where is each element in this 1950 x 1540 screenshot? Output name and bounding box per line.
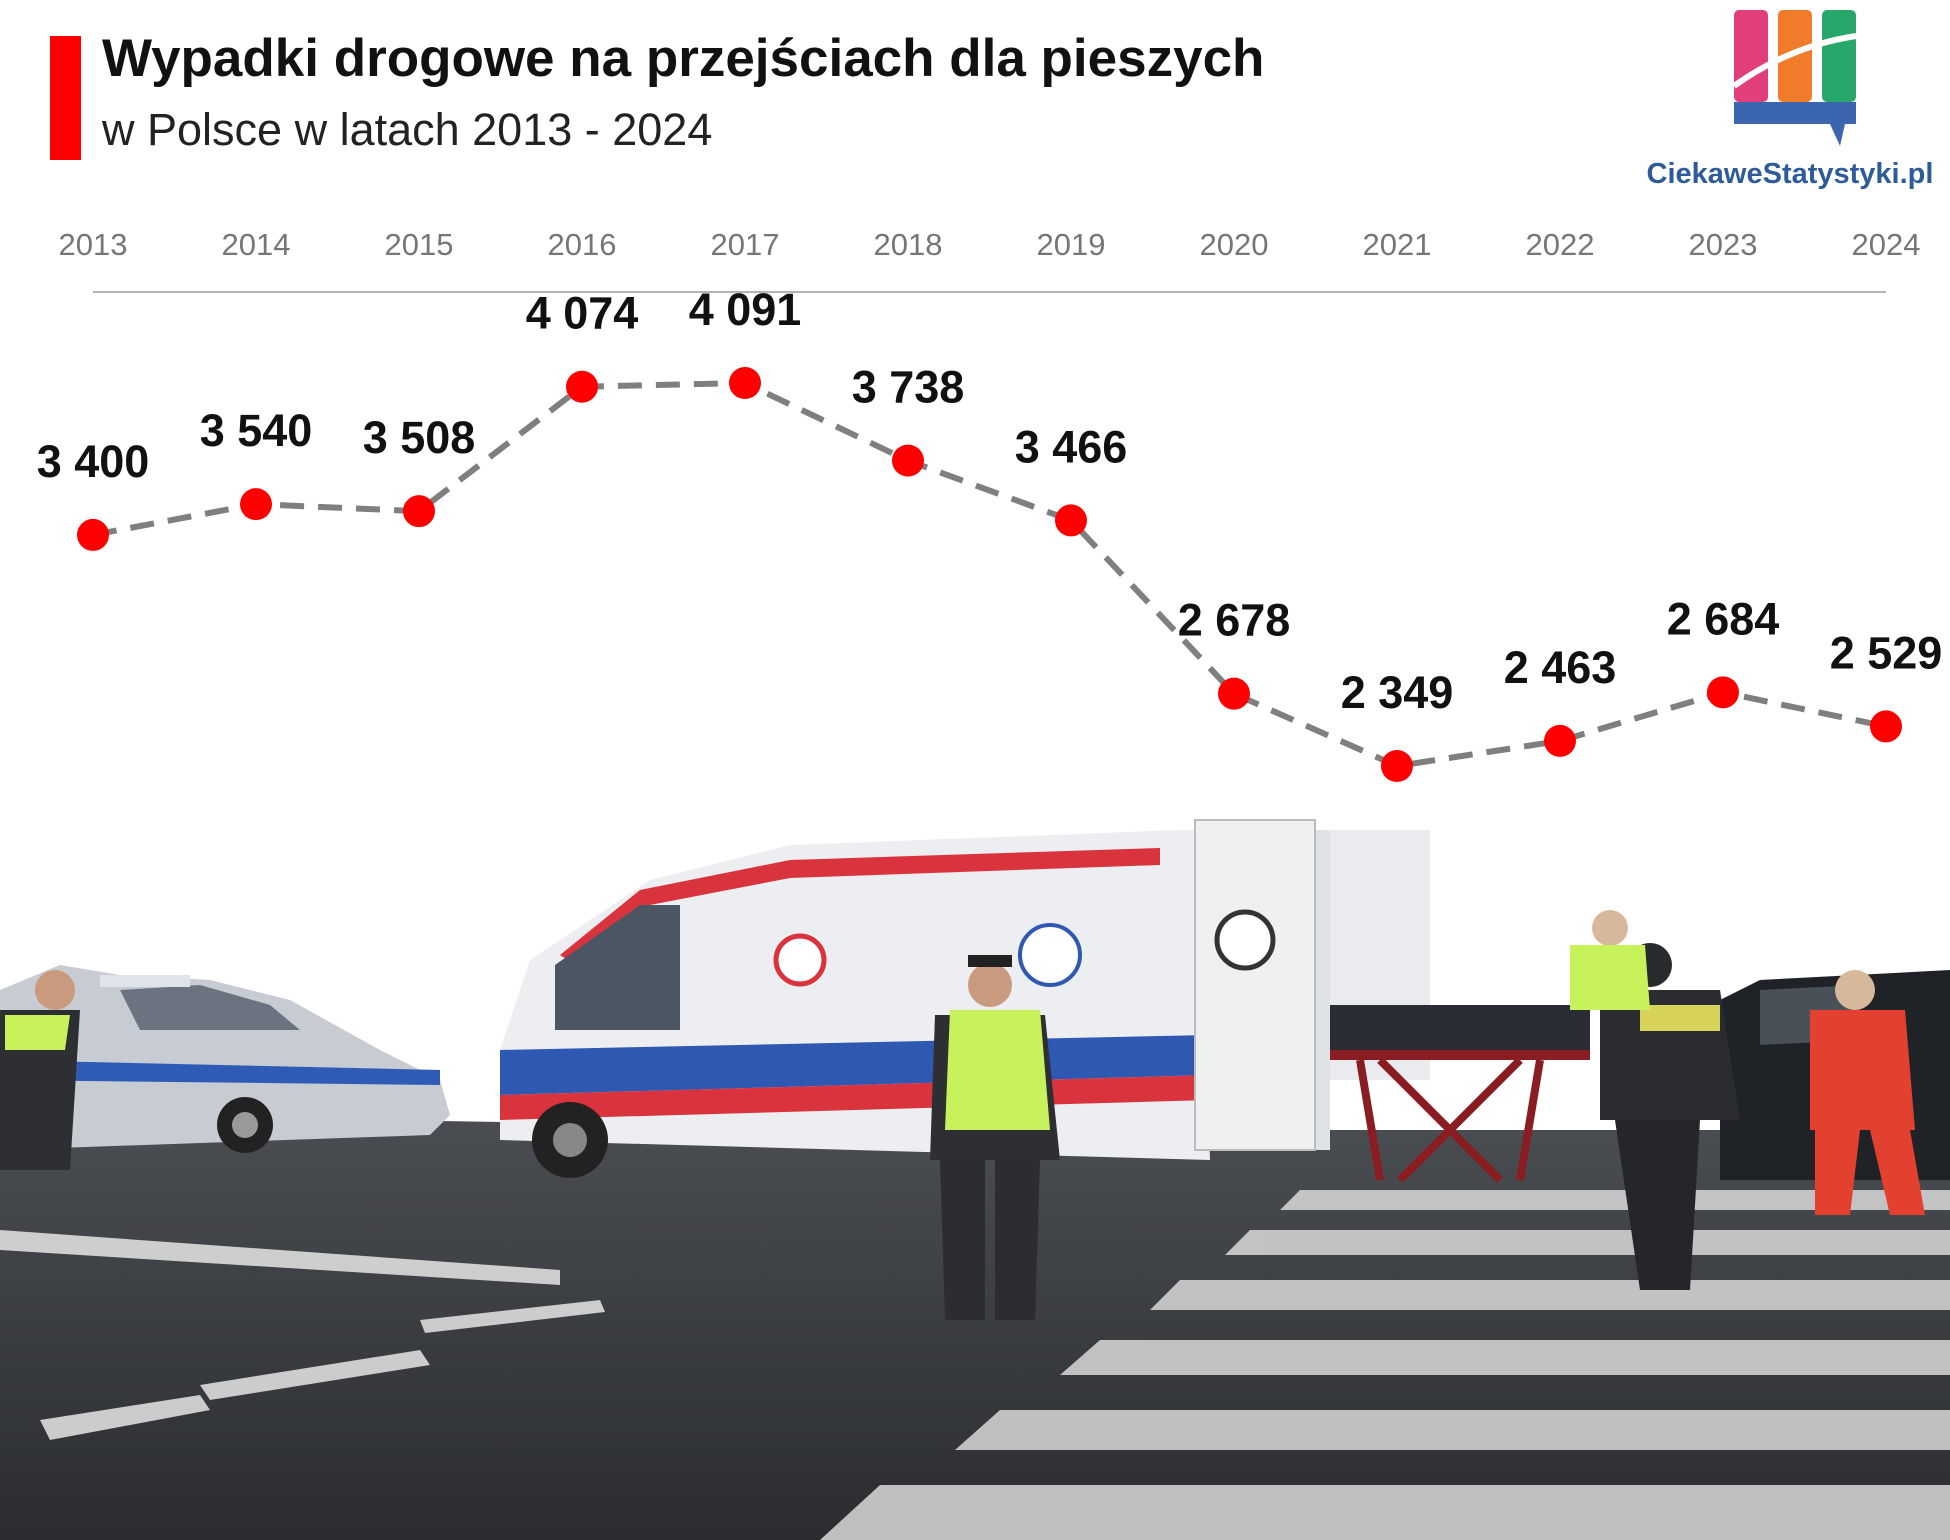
data-points	[77, 367, 1902, 782]
x-tick-label: 2020	[1200, 227, 1269, 262]
data-point	[1381, 750, 1413, 782]
chart-subtitle: w Polsce w latach 2013 - 2024	[102, 104, 713, 155]
crosswalk	[820, 1190, 1950, 1540]
data-point	[1870, 710, 1902, 743]
data-label: 3 466	[1015, 421, 1128, 472]
x-tick-label: 2017	[711, 227, 780, 262]
title-accent-bar	[50, 36, 81, 160]
data-point	[240, 488, 272, 521]
data-label: 3 540	[200, 405, 313, 456]
x-tick-label: 2016	[548, 227, 617, 262]
x-tick-label: 2019	[1037, 227, 1106, 262]
data-label: 2 684	[1667, 593, 1780, 644]
police-officer	[0, 970, 80, 1170]
x-tick-label: 2021	[1363, 227, 1432, 262]
paramedic	[1810, 970, 1925, 1215]
data-label: 3 508	[363, 412, 476, 463]
data-label: 4 091	[689, 284, 802, 335]
data-label: 2 349	[1341, 667, 1454, 718]
police-officer	[930, 955, 1060, 1320]
data-point	[1218, 677, 1250, 710]
data-point	[1707, 676, 1739, 709]
x-tick-label: 2024	[1852, 227, 1921, 262]
data-label: 3 738	[852, 362, 965, 413]
data-label: 2 678	[1178, 595, 1291, 646]
series-path	[92, 379, 1887, 770]
x-tick-label: 2018	[874, 227, 943, 262]
police-car	[0, 965, 450, 1153]
series-line	[92, 379, 1887, 770]
x-axis: 2013 2014 2015 2016 2017 2018 2019 2020 2021 2022…	[59, 227, 1921, 293]
data-label: 4 074	[526, 288, 639, 339]
data-label: 3 400	[37, 436, 150, 487]
paramedic	[1570, 910, 1650, 1010]
data-label: 2 529	[1830, 627, 1943, 678]
x-tick-label: 2022	[1526, 227, 1595, 262]
x-tick-label: 2023	[1689, 227, 1758, 262]
brand-logo-icon	[1732, 10, 1857, 146]
data-point	[1544, 724, 1576, 757]
x-tick-label: 2014	[222, 227, 291, 262]
data-point	[1055, 504, 1087, 537]
data-point	[729, 367, 761, 399]
data-point	[403, 495, 435, 528]
stretcher	[1330, 1005, 1590, 1183]
data-point	[566, 370, 598, 403]
x-tick-label: 2013	[59, 227, 128, 262]
data-label: 2 463	[1504, 642, 1617, 693]
data-labels: 3 400 3 540 3 508 4 074 4 091 3 738 3 466 2 678…	[37, 284, 1943, 718]
x-tick-label: 2015	[385, 227, 454, 262]
data-point	[892, 444, 924, 477]
data-point	[77, 518, 109, 551]
brand-name: CiekaweStatystyki.pl	[1646, 158, 1934, 190]
chart-title: Wypadki drogowe na przejściach dla piesz…	[102, 29, 1265, 88]
